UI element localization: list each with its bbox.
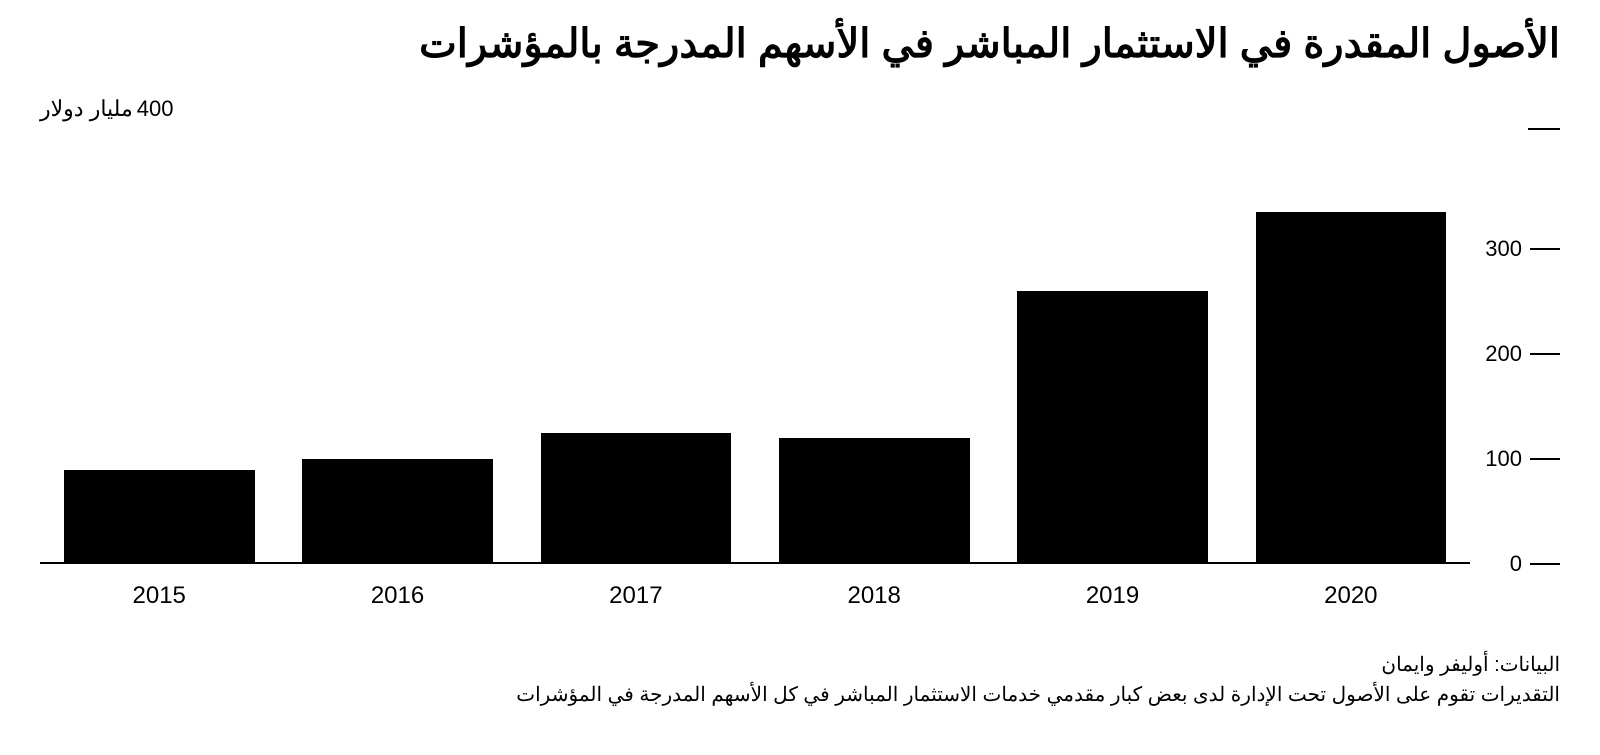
chart-title: الأصول المقدرة في الاستثمار المباشر في ا… [40, 20, 1560, 68]
bar [1017, 291, 1208, 564]
y-tick-mark [1530, 353, 1560, 355]
bar-slot [40, 144, 278, 564]
y-tick-mark [1530, 563, 1560, 565]
x-label: 2016 [278, 582, 516, 610]
x-label: 2017 [517, 582, 755, 610]
y-top-tick-mark [1528, 128, 1560, 130]
footer-source-label: البيانات: [1494, 654, 1560, 676]
x-label: 2018 [755, 582, 993, 610]
bar [302, 459, 493, 564]
y-tick-label: 0 [1510, 551, 1522, 577]
y-top-label: مليار دولار [40, 96, 133, 122]
x-baseline [40, 562, 1470, 564]
x-label: 2015 [40, 582, 278, 610]
y-tick-label: 300 [1485, 236, 1522, 262]
y-tick-mark [1530, 248, 1560, 250]
footer-source-value: أوليفر وايمان [1381, 654, 1488, 676]
bar [779, 438, 970, 564]
footer-note: التقديرات تقوم على الأصول تحت الإدارة لد… [40, 680, 1560, 710]
y-axis: 0100200300 [1470, 144, 1560, 564]
y-top-value: 400 [137, 96, 174, 122]
bar [541, 433, 732, 564]
y-tick-mark [1530, 458, 1560, 460]
bar [64, 470, 255, 565]
bar-slot [755, 144, 993, 564]
chart-footer: البيانات: أوليفر وايمان التقديرات تقوم ع… [40, 650, 1560, 710]
bars-group [40, 144, 1470, 564]
y-tick: 200 [1485, 341, 1560, 367]
bar [1256, 212, 1447, 564]
chart-area: 0100200300 [40, 144, 1560, 564]
x-label: 2020 [1232, 582, 1470, 610]
y-tick: 300 [1485, 236, 1560, 262]
y-tick: 0 [1510, 551, 1560, 577]
y-tick: 100 [1485, 446, 1560, 472]
x-label: 2019 [993, 582, 1231, 610]
bar-slot [1232, 144, 1470, 564]
bar-slot [278, 144, 516, 564]
x-axis: 201520162017201820192020 [40, 582, 1470, 610]
y-top-unit: 400 مليار دولار [40, 96, 1560, 122]
bar-slot [993, 144, 1231, 564]
footer-source: البيانات: أوليفر وايمان [40, 650, 1560, 680]
y-tick-label: 100 [1485, 446, 1522, 472]
bar-slot [517, 144, 755, 564]
plot-region [40, 144, 1470, 564]
y-tick-label: 200 [1485, 341, 1522, 367]
chart-container: الأصول المقدرة في الاستثمار المباشر في ا… [0, 0, 1600, 755]
